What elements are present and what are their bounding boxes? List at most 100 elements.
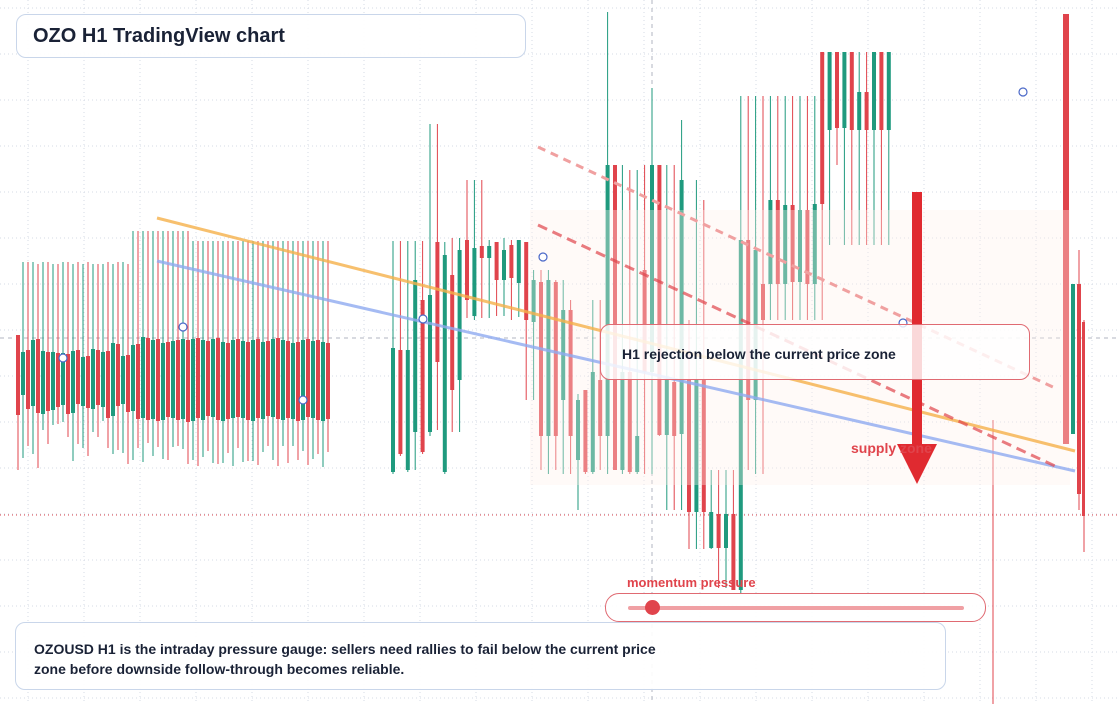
candle-body <box>583 390 588 472</box>
candle-body <box>672 382 677 436</box>
candle-body <box>457 250 462 380</box>
candle-body <box>151 340 155 419</box>
candle-body <box>761 284 765 320</box>
candle-body <box>398 350 403 454</box>
candle-body <box>694 380 699 512</box>
candle-body <box>598 380 603 436</box>
candle-body <box>835 52 839 128</box>
candle-body <box>166 342 170 417</box>
candle-body <box>568 310 573 436</box>
candle-body <box>316 340 320 420</box>
candle-body <box>186 340 190 422</box>
candle-body <box>405 350 410 470</box>
candle-body <box>701 380 706 512</box>
candle-body <box>141 337 145 418</box>
marker-dot <box>298 395 308 405</box>
candle-body <box>296 342 300 421</box>
marker-dot <box>538 252 548 262</box>
candle-body <box>106 351 110 418</box>
candle-body <box>36 339 40 413</box>
candle-body <box>126 355 130 412</box>
candle-body <box>61 353 65 405</box>
supply-zone-label: supply zone <box>851 440 932 456</box>
rejection-callout: H1 rejection below the current price zon… <box>600 324 1030 380</box>
candle-body <box>191 339 195 421</box>
candle-body <box>590 372 595 472</box>
candle-body <box>116 344 120 406</box>
candle-body <box>181 339 185 419</box>
candle-body <box>724 514 728 548</box>
candle-body <box>849 52 854 130</box>
candle-body <box>1063 14 1069 444</box>
candle-body <box>271 339 275 417</box>
candle-body <box>71 351 75 413</box>
candle-body <box>41 351 45 414</box>
candle-body <box>281 340 285 420</box>
candle-body <box>820 52 825 204</box>
candle-body <box>56 353 60 407</box>
candle-body <box>276 338 280 419</box>
candle-body <box>111 343 115 416</box>
candle-body <box>827 52 832 130</box>
candles <box>16 12 1085 704</box>
candle-body <box>1077 284 1081 494</box>
candle-body <box>738 240 743 590</box>
candle-body <box>1082 322 1085 516</box>
candle-body <box>171 341 175 418</box>
candle-body <box>31 340 35 406</box>
candle-body <box>450 275 455 390</box>
candle-body <box>487 246 492 258</box>
candle-body <box>857 92 862 130</box>
candle-body <box>716 514 721 548</box>
candle-body <box>435 242 440 362</box>
candle-body <box>246 342 250 420</box>
candle-body <box>553 282 558 436</box>
upper-dashed-line <box>537 145 1056 390</box>
candle-body <box>101 352 105 407</box>
candle-body <box>96 350 100 405</box>
candle-body <box>494 242 499 280</box>
candle-body <box>886 52 891 130</box>
candle-body <box>21 352 25 395</box>
candle-body <box>783 205 788 284</box>
candle-body <box>664 380 669 435</box>
candle-body <box>86 356 90 408</box>
candle-body <box>121 356 125 404</box>
down-arrow-shaft <box>912 192 922 444</box>
candle-body <box>136 344 140 419</box>
candle-body <box>221 342 225 421</box>
candle-body <box>775 200 780 284</box>
candle-body <box>306 339 310 417</box>
candle-body <box>231 340 235 418</box>
candle-body <box>768 200 773 284</box>
candle-body <box>256 339 260 418</box>
candle-body <box>161 343 165 420</box>
candle-body <box>524 242 529 320</box>
marker-dot <box>418 314 428 324</box>
candle-body <box>805 210 810 284</box>
slider-knob[interactable] <box>644 600 660 615</box>
candle-body <box>146 338 150 420</box>
candle-body <box>321 342 325 421</box>
candle-body <box>196 338 200 418</box>
momentum-slider[interactable] <box>605 593 986 622</box>
candle-body <box>516 240 521 283</box>
candle-body <box>156 339 160 421</box>
candle-body <box>879 52 884 130</box>
down-arrow-head <box>897 444 937 484</box>
candle-body <box>420 300 425 452</box>
candle-body <box>657 165 662 435</box>
candle-body <box>576 400 580 460</box>
candle-body <box>176 340 180 420</box>
candle-body <box>465 240 469 300</box>
title-panel: OZO H1 TradingView chart <box>16 14 526 58</box>
candle-body <box>509 245 514 278</box>
candle-body <box>291 343 295 419</box>
candle-body <box>236 339 240 417</box>
candle-body <box>842 52 847 128</box>
callout-text: H1 rejection below the current price zon… <box>622 346 896 362</box>
candle-body <box>620 372 625 470</box>
candle-body <box>679 180 684 434</box>
candle-body <box>211 339 215 417</box>
chart-title: OZO H1 TradingView chart <box>33 25 285 47</box>
